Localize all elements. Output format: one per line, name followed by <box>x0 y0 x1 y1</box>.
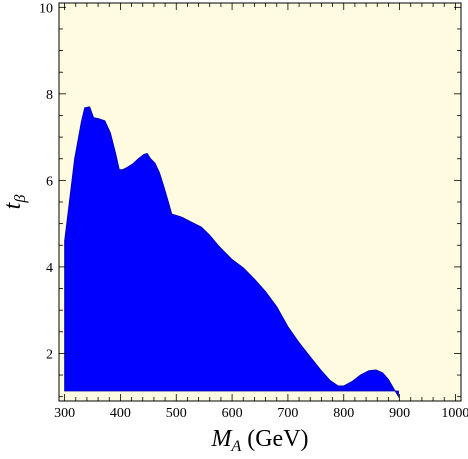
x-tick-label: 300 <box>54 406 75 421</box>
y-tick-label: 2 <box>46 347 53 362</box>
y-axis-title: tβ <box>0 195 29 210</box>
x-axis-title: MA (GeV) <box>210 426 308 455</box>
x-tick-label: 800 <box>333 406 354 421</box>
x-tick-label: 500 <box>166 406 187 421</box>
x-tick-label: 400 <box>110 406 131 421</box>
x-tick-label: 900 <box>389 406 410 421</box>
x-tick-label: 700 <box>277 406 298 421</box>
allowed-region <box>64 106 399 399</box>
ticks <box>59 3 461 401</box>
y-tick-label: 8 <box>46 88 53 103</box>
y-tick-label: 10 <box>39 1 53 16</box>
y-tick-label: 4 <box>46 261 53 276</box>
y-tick-label: 6 <box>46 174 53 189</box>
x-tick-label: 600 <box>222 406 243 421</box>
plot-frame <box>58 2 462 402</box>
tick-labels: 300 400 500 600 700 800 900 1000 2 4 6 8 10 <box>39 1 468 421</box>
x-tick-label: 1000 <box>441 406 468 421</box>
